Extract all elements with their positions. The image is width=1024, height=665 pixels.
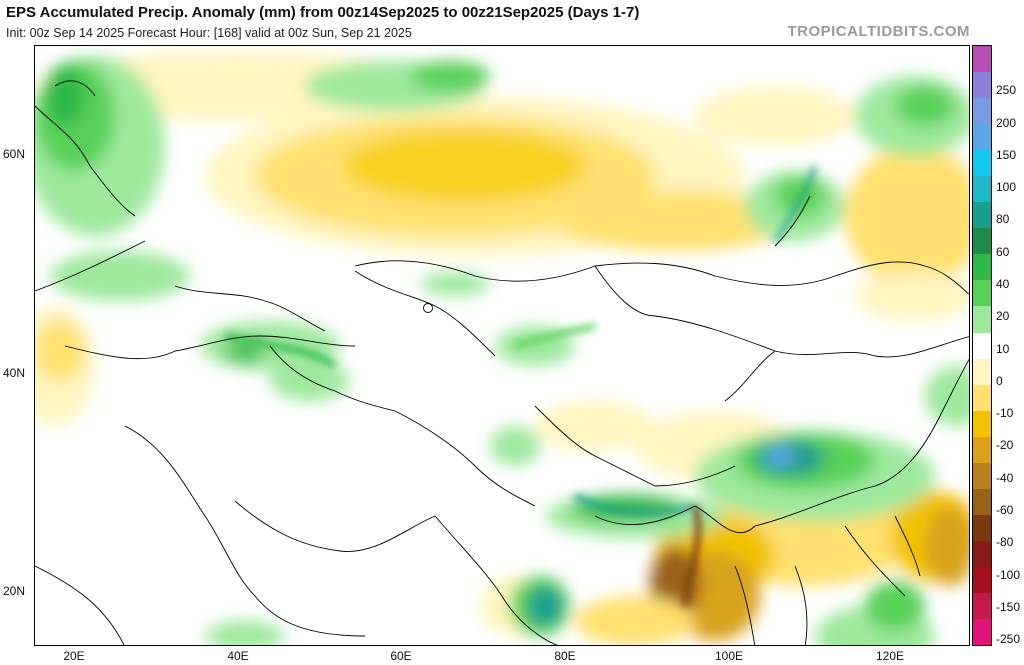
colorbar-label: 60 bbox=[996, 244, 1010, 259]
colorbar-label: 150 bbox=[996, 147, 1017, 162]
map-subtitle: Init: 00z Sep 14 2025 Forecast Hour: [16… bbox=[6, 26, 412, 40]
lon-label-60e: 60E bbox=[390, 649, 412, 663]
colorbar-segment bbox=[973, 410, 991, 437]
lat-label-20n: 20N bbox=[3, 584, 26, 598]
colorbar-label: 0 bbox=[996, 373, 1003, 388]
colorbar-segment bbox=[973, 332, 991, 359]
colorbar-segment bbox=[973, 514, 991, 541]
anomaly-streaks bbox=[224, 165, 817, 607]
colorbar-segment bbox=[973, 150, 991, 177]
colorbar-segment bbox=[973, 540, 991, 567]
colorbar-label: -100 bbox=[996, 567, 1021, 582]
lon-label-100e: 100E bbox=[714, 649, 744, 663]
colorbar-label: -60 bbox=[996, 502, 1014, 517]
colorbar-label: -40 bbox=[996, 470, 1014, 485]
colorbar-label: 40 bbox=[996, 277, 1010, 292]
lon-label-120e: 120E bbox=[875, 649, 905, 663]
colorbar-label: 80 bbox=[996, 212, 1010, 227]
colorbar-segment bbox=[973, 384, 991, 411]
colorbar-segment bbox=[973, 566, 991, 593]
colorbar-label: -10 bbox=[996, 406, 1014, 421]
lat-label-60n: 60N bbox=[3, 147, 26, 161]
lon-label-80e: 80E bbox=[554, 649, 576, 663]
colorbar-segment bbox=[973, 98, 991, 125]
precip-anomaly-map bbox=[34, 45, 970, 646]
colorbar-segment bbox=[973, 228, 991, 255]
lon-label-40e: 40E bbox=[227, 649, 249, 663]
colorbar-segment bbox=[973, 619, 991, 646]
colorbar-segment bbox=[973, 176, 991, 203]
colorbar-label: 250 bbox=[996, 83, 1017, 98]
colorbar-label: -20 bbox=[996, 438, 1014, 453]
colorbar-segment bbox=[973, 124, 991, 151]
colorbar-label: 10 bbox=[996, 341, 1010, 356]
anomaly-shading bbox=[35, 51, 969, 645]
map-title: EPS Accumulated Precip. Anomaly (mm) fro… bbox=[6, 4, 640, 21]
coastlines-borders bbox=[35, 80, 969, 645]
colorbar-label: 200 bbox=[996, 115, 1017, 130]
colorbar-label: 20 bbox=[996, 309, 1010, 324]
colorbar bbox=[972, 45, 992, 646]
colorbar-segment bbox=[973, 358, 991, 385]
colorbar-segment bbox=[973, 280, 991, 307]
colorbar-label: -250 bbox=[996, 632, 1021, 647]
colorbar-label: -80 bbox=[996, 535, 1014, 550]
brand-watermark: TROPICALTIDBITS.COM bbox=[787, 23, 970, 40]
colorbar-label: 100 bbox=[996, 180, 1017, 195]
colorbar-label: -150 bbox=[996, 599, 1021, 614]
colorbar-segment bbox=[973, 254, 991, 281]
colorbar-segment bbox=[973, 462, 991, 489]
colorbar-segment bbox=[973, 202, 991, 229]
colorbar-segment bbox=[973, 306, 991, 333]
colorbar-segment bbox=[973, 592, 991, 620]
colorbar-segment bbox=[973, 436, 991, 463]
colorbar-segment bbox=[973, 72, 991, 99]
colorbar-segment bbox=[973, 46, 991, 73]
lat-label-40n: 40N bbox=[3, 366, 26, 380]
lon-label-20e: 20E bbox=[63, 649, 85, 663]
colorbar-segment bbox=[973, 488, 991, 515]
map-canvas bbox=[35, 46, 969, 645]
